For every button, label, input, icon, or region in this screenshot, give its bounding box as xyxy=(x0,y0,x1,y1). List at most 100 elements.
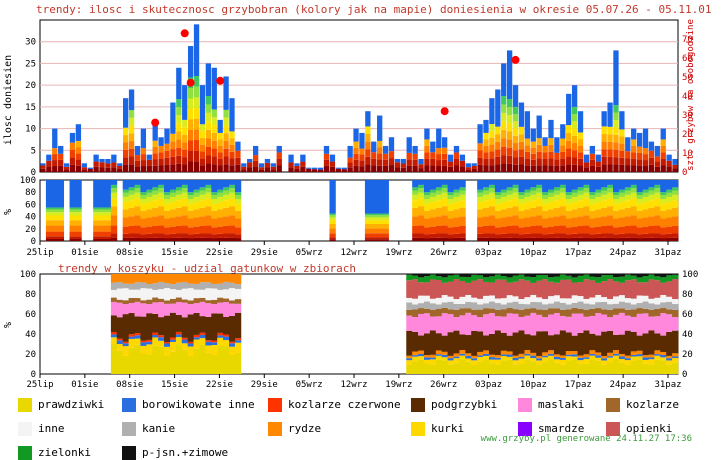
share-segment xyxy=(459,216,466,226)
basket-segment xyxy=(193,339,200,349)
basket-segment xyxy=(559,364,567,374)
report-bar-segment xyxy=(512,157,519,165)
report-bar-segment xyxy=(353,165,359,172)
share-segment xyxy=(654,215,661,226)
basket-segment xyxy=(122,341,130,344)
basket-segment xyxy=(494,274,502,275)
basket-segment xyxy=(506,302,513,309)
basket-segment xyxy=(654,304,661,309)
basket-segment xyxy=(624,298,632,303)
basket-segment xyxy=(642,355,649,358)
share-segment xyxy=(636,195,643,200)
basket-segment xyxy=(406,274,413,275)
basket-segment xyxy=(128,338,135,348)
report-bar xyxy=(607,102,613,172)
basket-segment xyxy=(459,359,466,374)
basket-segment xyxy=(601,355,608,359)
report-bar xyxy=(270,163,276,172)
share-segment xyxy=(193,202,200,210)
share-segment xyxy=(654,198,661,207)
basket-segment xyxy=(630,275,638,280)
report-bar-segment xyxy=(506,147,513,156)
basket-segment xyxy=(512,301,519,310)
basket-segment xyxy=(630,316,638,333)
report-bar-segment xyxy=(211,156,217,165)
legend-swatch xyxy=(18,422,32,436)
share-segment xyxy=(494,227,502,235)
report-bar-segment xyxy=(424,145,430,153)
report-bar-segment xyxy=(276,152,282,159)
share-segment xyxy=(654,233,661,238)
basket-column xyxy=(423,274,431,374)
basket-segment xyxy=(158,335,165,338)
basket-segment xyxy=(583,309,590,317)
report-bar-segment xyxy=(75,153,82,160)
report-bar-segment xyxy=(264,158,271,163)
share-segment xyxy=(175,233,183,238)
basket-segment xyxy=(494,279,502,299)
share-segment xyxy=(205,233,212,238)
report-bar-segment xyxy=(506,155,513,164)
report-bar-segment xyxy=(394,162,401,168)
basket-segment xyxy=(406,302,413,310)
report-bar-segment xyxy=(199,131,206,138)
basket-segment xyxy=(447,355,454,359)
basket-segment xyxy=(553,354,561,357)
basket-segment xyxy=(660,313,667,336)
basket-segment xyxy=(447,358,454,361)
basket-segment xyxy=(613,277,620,282)
report-bar-segment xyxy=(365,134,371,142)
panel1-ytick-label: 15 xyxy=(25,103,36,113)
basket-segment xyxy=(601,281,608,298)
basket-segment xyxy=(618,274,626,277)
report-bar-segment xyxy=(613,149,619,158)
panel1-ytick-label: 20 xyxy=(25,81,36,91)
basket-segment xyxy=(199,334,206,339)
panel1-ytick-label: 10 xyxy=(25,125,36,135)
report-bar-segment xyxy=(625,165,631,172)
report-bar xyxy=(52,128,58,172)
share-segment xyxy=(169,217,177,227)
report-bar-segment xyxy=(518,134,525,142)
report-bar-segment xyxy=(329,166,336,172)
report-bar-segment xyxy=(371,152,377,159)
share-segment xyxy=(577,180,584,188)
basket-column xyxy=(441,274,449,374)
report-bar-segment xyxy=(105,163,111,168)
share-segment xyxy=(595,233,602,238)
basket-column xyxy=(187,274,194,374)
share-segment xyxy=(217,196,224,203)
report-bar xyxy=(400,158,406,172)
share-segment xyxy=(618,192,626,197)
basket-segment xyxy=(164,303,171,316)
basket-segment xyxy=(116,299,124,303)
report-bar-segment xyxy=(377,115,383,141)
share-segment xyxy=(642,226,649,234)
share-segment xyxy=(199,200,206,208)
report-bar-segment xyxy=(506,107,513,116)
basket-column xyxy=(164,274,171,374)
basket-segment xyxy=(595,357,602,361)
report-bar xyxy=(182,85,188,172)
report-bar-segment xyxy=(672,168,678,172)
share-segment xyxy=(453,202,460,210)
report-bar-segment xyxy=(548,158,554,166)
share-segment xyxy=(99,215,106,221)
basket-column xyxy=(229,274,236,374)
share-segment xyxy=(512,198,519,207)
share-segment xyxy=(459,180,466,188)
share-column xyxy=(122,180,130,241)
basket-segment xyxy=(169,274,177,285)
report-bar-segment xyxy=(566,132,572,141)
basket-segment xyxy=(548,355,555,360)
basket-segment xyxy=(666,275,673,282)
basket-segment xyxy=(483,314,490,336)
share-segment xyxy=(536,180,543,185)
share-segment xyxy=(181,188,189,193)
share-segment xyxy=(140,180,147,193)
share-segment xyxy=(75,231,82,237)
basket-segment xyxy=(134,335,141,339)
report-bar-segment xyxy=(182,142,188,150)
report-bar-segment xyxy=(506,99,513,108)
report-bar-segment xyxy=(530,165,536,172)
